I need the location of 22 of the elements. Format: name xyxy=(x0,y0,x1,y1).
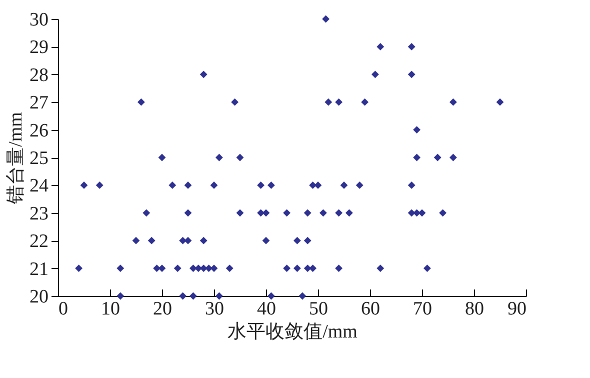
y-axis-title: 错台量/mm xyxy=(6,112,26,205)
y-tick-label: 23 xyxy=(30,203,48,224)
x-tick-label: 10 xyxy=(101,298,120,320)
x-tick-label: 0 xyxy=(58,298,68,320)
y-tick-label: 28 xyxy=(30,64,48,86)
y-tick-label: 30 xyxy=(30,10,48,30)
x-tick-label: 20 xyxy=(153,298,172,320)
y-tick-label: 22 xyxy=(30,231,48,252)
x-tick-label: 70 xyxy=(413,298,432,320)
y-tick-label: 21 xyxy=(30,258,48,280)
x-tick-label: 80 xyxy=(465,298,484,320)
y-tick-label: 27 xyxy=(30,92,48,114)
x-tick-label: 90 xyxy=(508,298,526,320)
x-tick-label: 50 xyxy=(309,298,328,320)
y-tick-label: 25 xyxy=(30,148,48,169)
x-tick-label: 40 xyxy=(257,298,276,320)
x-tick-label: 60 xyxy=(361,298,380,320)
y-tick-label: 29 xyxy=(30,37,48,58)
y-tick-label: 24 xyxy=(30,176,49,197)
x-tick-label: 30 xyxy=(205,298,224,320)
y-tick-label: 26 xyxy=(30,120,48,142)
x-axis-title: 水平收敛值/mm xyxy=(228,322,358,342)
